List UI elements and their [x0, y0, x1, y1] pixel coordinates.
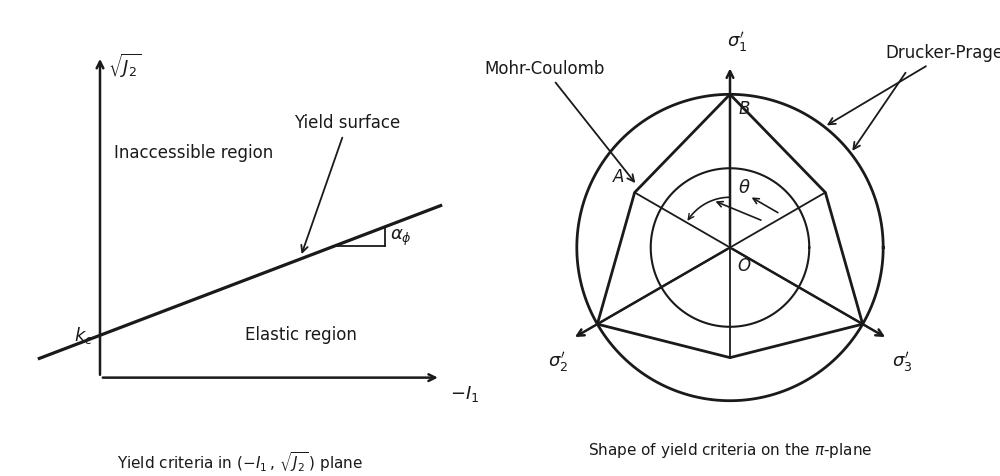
Text: $\sigma_3'$: $\sigma_3'$: [892, 350, 912, 375]
Text: $\theta$: $\theta$: [738, 178, 751, 197]
Text: $k_c$: $k_c$: [74, 325, 93, 346]
Text: Yield criteria in $(-I_1\,,\,\sqrt{J_2}\,)$ plane: Yield criteria in $(-I_1\,,\,\sqrt{J_2}\…: [117, 449, 363, 474]
Text: $\sqrt{J_2}$: $\sqrt{J_2}$: [108, 52, 141, 80]
Text: Drucker-Prager: Drucker-Prager: [828, 44, 1000, 124]
Text: $-I_1$: $-I_1$: [450, 384, 479, 404]
Text: Shape of yield criteria on the $\pi$-plane: Shape of yield criteria on the $\pi$-pla…: [588, 441, 872, 460]
Text: Elastic region: Elastic region: [245, 327, 357, 344]
Text: $\sigma_2'$: $\sigma_2'$: [548, 350, 568, 375]
Text: $\alpha_\phi$: $\alpha_\phi$: [390, 228, 412, 248]
Text: $O$: $O$: [737, 257, 752, 275]
Text: $A$: $A$: [612, 169, 625, 187]
Text: Mohr-Coulomb: Mohr-Coulomb: [484, 60, 634, 181]
Text: $B$: $B$: [738, 100, 751, 119]
Text: Inaccessible region: Inaccessible region: [114, 144, 273, 162]
Text: Yield surface: Yield surface: [294, 114, 400, 252]
Text: $\sigma_1'$: $\sigma_1'$: [727, 30, 747, 54]
